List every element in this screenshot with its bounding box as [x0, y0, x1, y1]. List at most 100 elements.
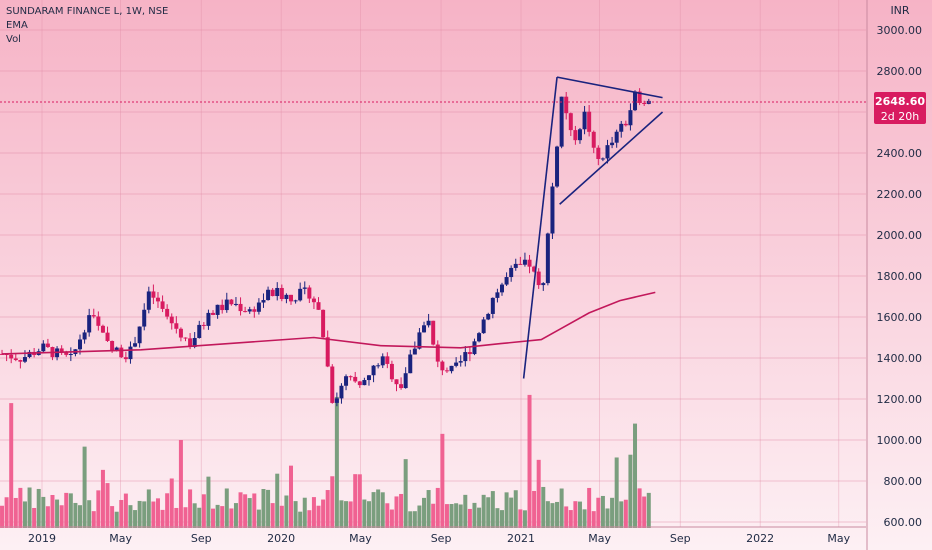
volume-bar: [27, 487, 32, 528]
candle-body: [458, 361, 463, 363]
candle-body: [472, 341, 477, 355]
candle-body: [518, 263, 523, 265]
volume-bar: [188, 489, 193, 528]
volume-bar: [174, 507, 179, 528]
candle-body: [344, 376, 349, 386]
candle-body: [541, 283, 546, 286]
candle-body: [284, 294, 289, 300]
price-axis[interactable]: 600.00 800.00 1000.00 1200.00 1400.00 1600.00…: [866, 0, 923, 550]
symbol-title[interactable]: SUNDARAM FINANCE L, 1W, NSE: [6, 6, 169, 17]
candle-body: [353, 376, 358, 382]
volume-bar: [45, 506, 50, 528]
volume-bar: [224, 488, 229, 528]
candle-body: [270, 289, 275, 297]
volume-bar: [454, 503, 459, 528]
volume-bar: [403, 459, 408, 528]
candle-body: [619, 123, 624, 132]
candle-body: [559, 96, 564, 147]
candle-body: [408, 354, 413, 374]
candle-body: [78, 339, 83, 350]
price-badge: 2648.60 2d 20h: [874, 92, 926, 125]
candle-body: [422, 325, 427, 333]
candle-body: [123, 357, 128, 360]
candle-body: [91, 315, 96, 317]
candle-body: [279, 287, 284, 300]
candle-body: [289, 294, 294, 302]
time-tick-label: 2019: [28, 532, 56, 545]
candle-body: [330, 366, 335, 403]
candle-body: [536, 271, 541, 286]
time-tick-label: May: [827, 532, 850, 545]
trendlines[interactable]: [522, 76, 664, 379]
volume-bar: [32, 507, 37, 528]
price-tick-label: 800.00: [884, 475, 923, 488]
volume-bar: [247, 498, 252, 528]
time-axis[interactable]: 2019 May Sep 2020 May Sep 2021 May Sep 2022 May: [0, 526, 866, 545]
volume-bar: [518, 509, 523, 528]
candle-body: [339, 385, 344, 399]
candle-body: [188, 338, 193, 347]
candle-body: [527, 259, 532, 267]
candle-body: [633, 91, 638, 111]
volume-bar: [289, 465, 294, 528]
candle-body: [463, 352, 468, 362]
volume-bar: [646, 492, 651, 528]
candle-body: [509, 267, 514, 278]
volume-bar: [302, 497, 307, 528]
candle-body: [201, 324, 206, 326]
volume-bar: [64, 492, 69, 528]
volume-bar: [577, 501, 582, 528]
volume-bar: [357, 474, 362, 528]
ema-indicator-label[interactable]: EMA: [6, 20, 28, 31]
candle-body: [504, 277, 509, 285]
candle-body: [403, 373, 408, 389]
candle-body: [623, 123, 628, 126]
volume-bar: [481, 494, 486, 528]
volume-bar: [256, 509, 261, 528]
volume-bar: [87, 500, 92, 528]
volume-bar: [142, 501, 147, 528]
candle-body: [114, 347, 119, 351]
candle-body: [133, 343, 138, 347]
volume-bar: [522, 510, 527, 528]
volume-bar: [348, 501, 353, 528]
volume-bar: [105, 483, 110, 528]
volume-bar: [165, 493, 170, 528]
candle-body: [146, 291, 151, 310]
candle-body: [366, 375, 371, 381]
candle-body: [233, 303, 238, 305]
volume-bar: [499, 510, 504, 528]
volume-bar: [197, 507, 202, 528]
volume-bar: [495, 508, 500, 528]
volume-bar: [201, 494, 206, 528]
candle-body: [522, 259, 527, 265]
candle-body: [582, 111, 587, 130]
volume-bar: [321, 499, 326, 528]
volume-indicator-label[interactable]: Vol: [6, 34, 21, 45]
time-tick-label: May: [588, 532, 611, 545]
volume-bar: [509, 497, 514, 528]
volume-bar: [458, 504, 463, 528]
candle-body: [435, 344, 440, 362]
candle-body: [206, 312, 211, 326]
volume-bar: [293, 501, 298, 528]
price-tick-label: 2000.00: [877, 229, 923, 242]
candles: [0, 88, 651, 407]
volume-bar: [316, 505, 321, 528]
volume-bar: [325, 490, 330, 528]
price-badge-price: 2648.60: [875, 95, 925, 108]
candle-body: [197, 324, 202, 338]
volume-bar: [50, 494, 55, 528]
candle-body: [100, 325, 105, 333]
candle-body: [577, 129, 582, 141]
candle-body: [307, 287, 312, 299]
volume-bar: [78, 505, 83, 528]
volume-bar: [151, 501, 156, 528]
volume-bar: [238, 492, 243, 528]
candle-body: [45, 343, 50, 348]
price-tick-label: 1600.00: [877, 311, 923, 324]
volume-bar: [486, 497, 491, 528]
volume-bar: [568, 510, 573, 528]
volume-bar: [504, 492, 509, 528]
